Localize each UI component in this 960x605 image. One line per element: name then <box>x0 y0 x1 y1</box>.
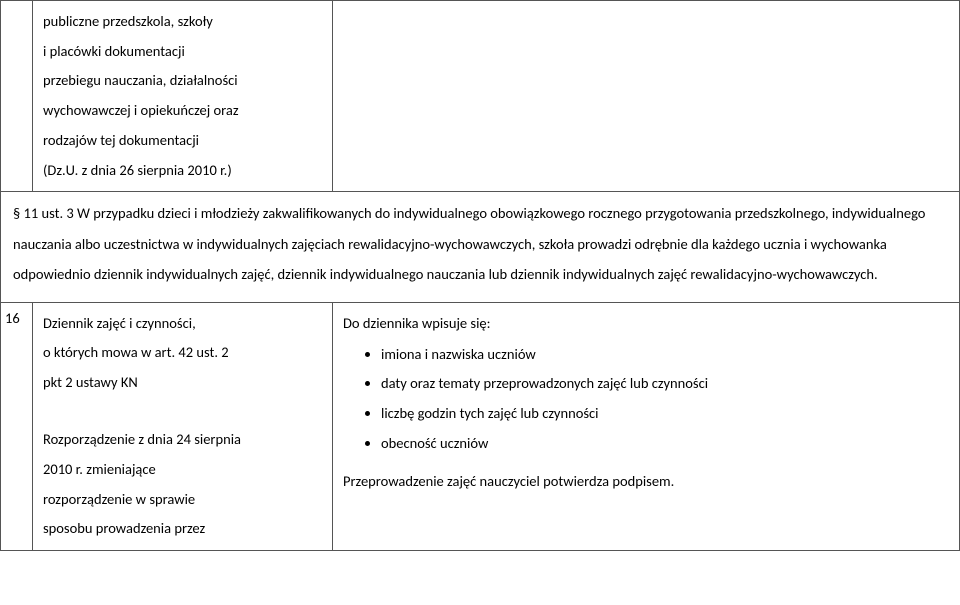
left-line: (Dz.U. z dnia 26 sierpnia 2010 r.) <box>43 156 322 186</box>
row-right-cell: Do dziennika wpisuje się: imiona i nazwi… <box>333 302 960 551</box>
left-line <box>43 398 322 426</box>
paragraph-text: § 11 ust. 3 W przypadku dzieci i młodzie… <box>13 204 925 283</box>
row-right-cell <box>333 1 960 192</box>
left-line: przebiegu nauczania, działalności <box>43 66 322 96</box>
right-outro: Przeprowadzenie zajęć nauczyciel potwier… <box>343 467 949 496</box>
list-item: liczbę godzin tych zajęć lub czynności <box>381 399 949 429</box>
list-item: daty oraz tematy przeprowadzonych zajęć … <box>381 369 949 399</box>
left-line: o których mowa w art. 42 ust. 2 <box>43 338 322 368</box>
left-line: Rozporządzenie z dnia 24 sierpnia <box>43 425 322 455</box>
left-line: Dziennik zajęć i czynności, <box>43 309 322 339</box>
left-line: i placówki dokumentacji <box>43 37 322 67</box>
row-number: 16 <box>5 309 20 327</box>
left-line: rodzajów tej dokumentacji <box>43 126 322 156</box>
row-left-cell: publiczne przedszkola, szkoły i placówki… <box>33 1 333 192</box>
list-item: obecność uczniów <box>381 429 949 459</box>
table-row: 16 Dziennik zajęć i czynności, o których… <box>1 302 960 551</box>
row-left-cell: Dziennik zajęć i czynności, o których mo… <box>33 302 333 551</box>
left-line: pkt 2 ustawy KN <box>43 368 322 398</box>
right-intro: Do dziennika wpisuje się: <box>343 309 949 338</box>
table-row: publiczne przedszkola, szkoły i placówki… <box>1 1 960 192</box>
left-line: wychowawczej i opiekuńczej oraz <box>43 96 322 126</box>
left-line: sposobu prowadzenia przez <box>43 514 322 544</box>
right-list: imiona i nazwiska uczniów daty oraz tema… <box>343 340 949 459</box>
paragraph-cell: § 11 ust. 3 W przypadku dzieci i młodzie… <box>1 192 960 302</box>
document-table: publiczne przedszkola, szkoły i placówki… <box>0 0 960 551</box>
row-number-cell: 16 <box>1 302 33 551</box>
left-line: 2010 r. zmieniające <box>43 455 322 485</box>
left-line: publiczne przedszkola, szkoły <box>43 7 322 37</box>
row-number-cell <box>1 1 33 192</box>
list-item: imiona i nazwiska uczniów <box>381 340 949 370</box>
left-line: rozporządzenie w sprawie <box>43 485 322 515</box>
table-row: § 11 ust. 3 W przypadku dzieci i młodzie… <box>1 192 960 302</box>
